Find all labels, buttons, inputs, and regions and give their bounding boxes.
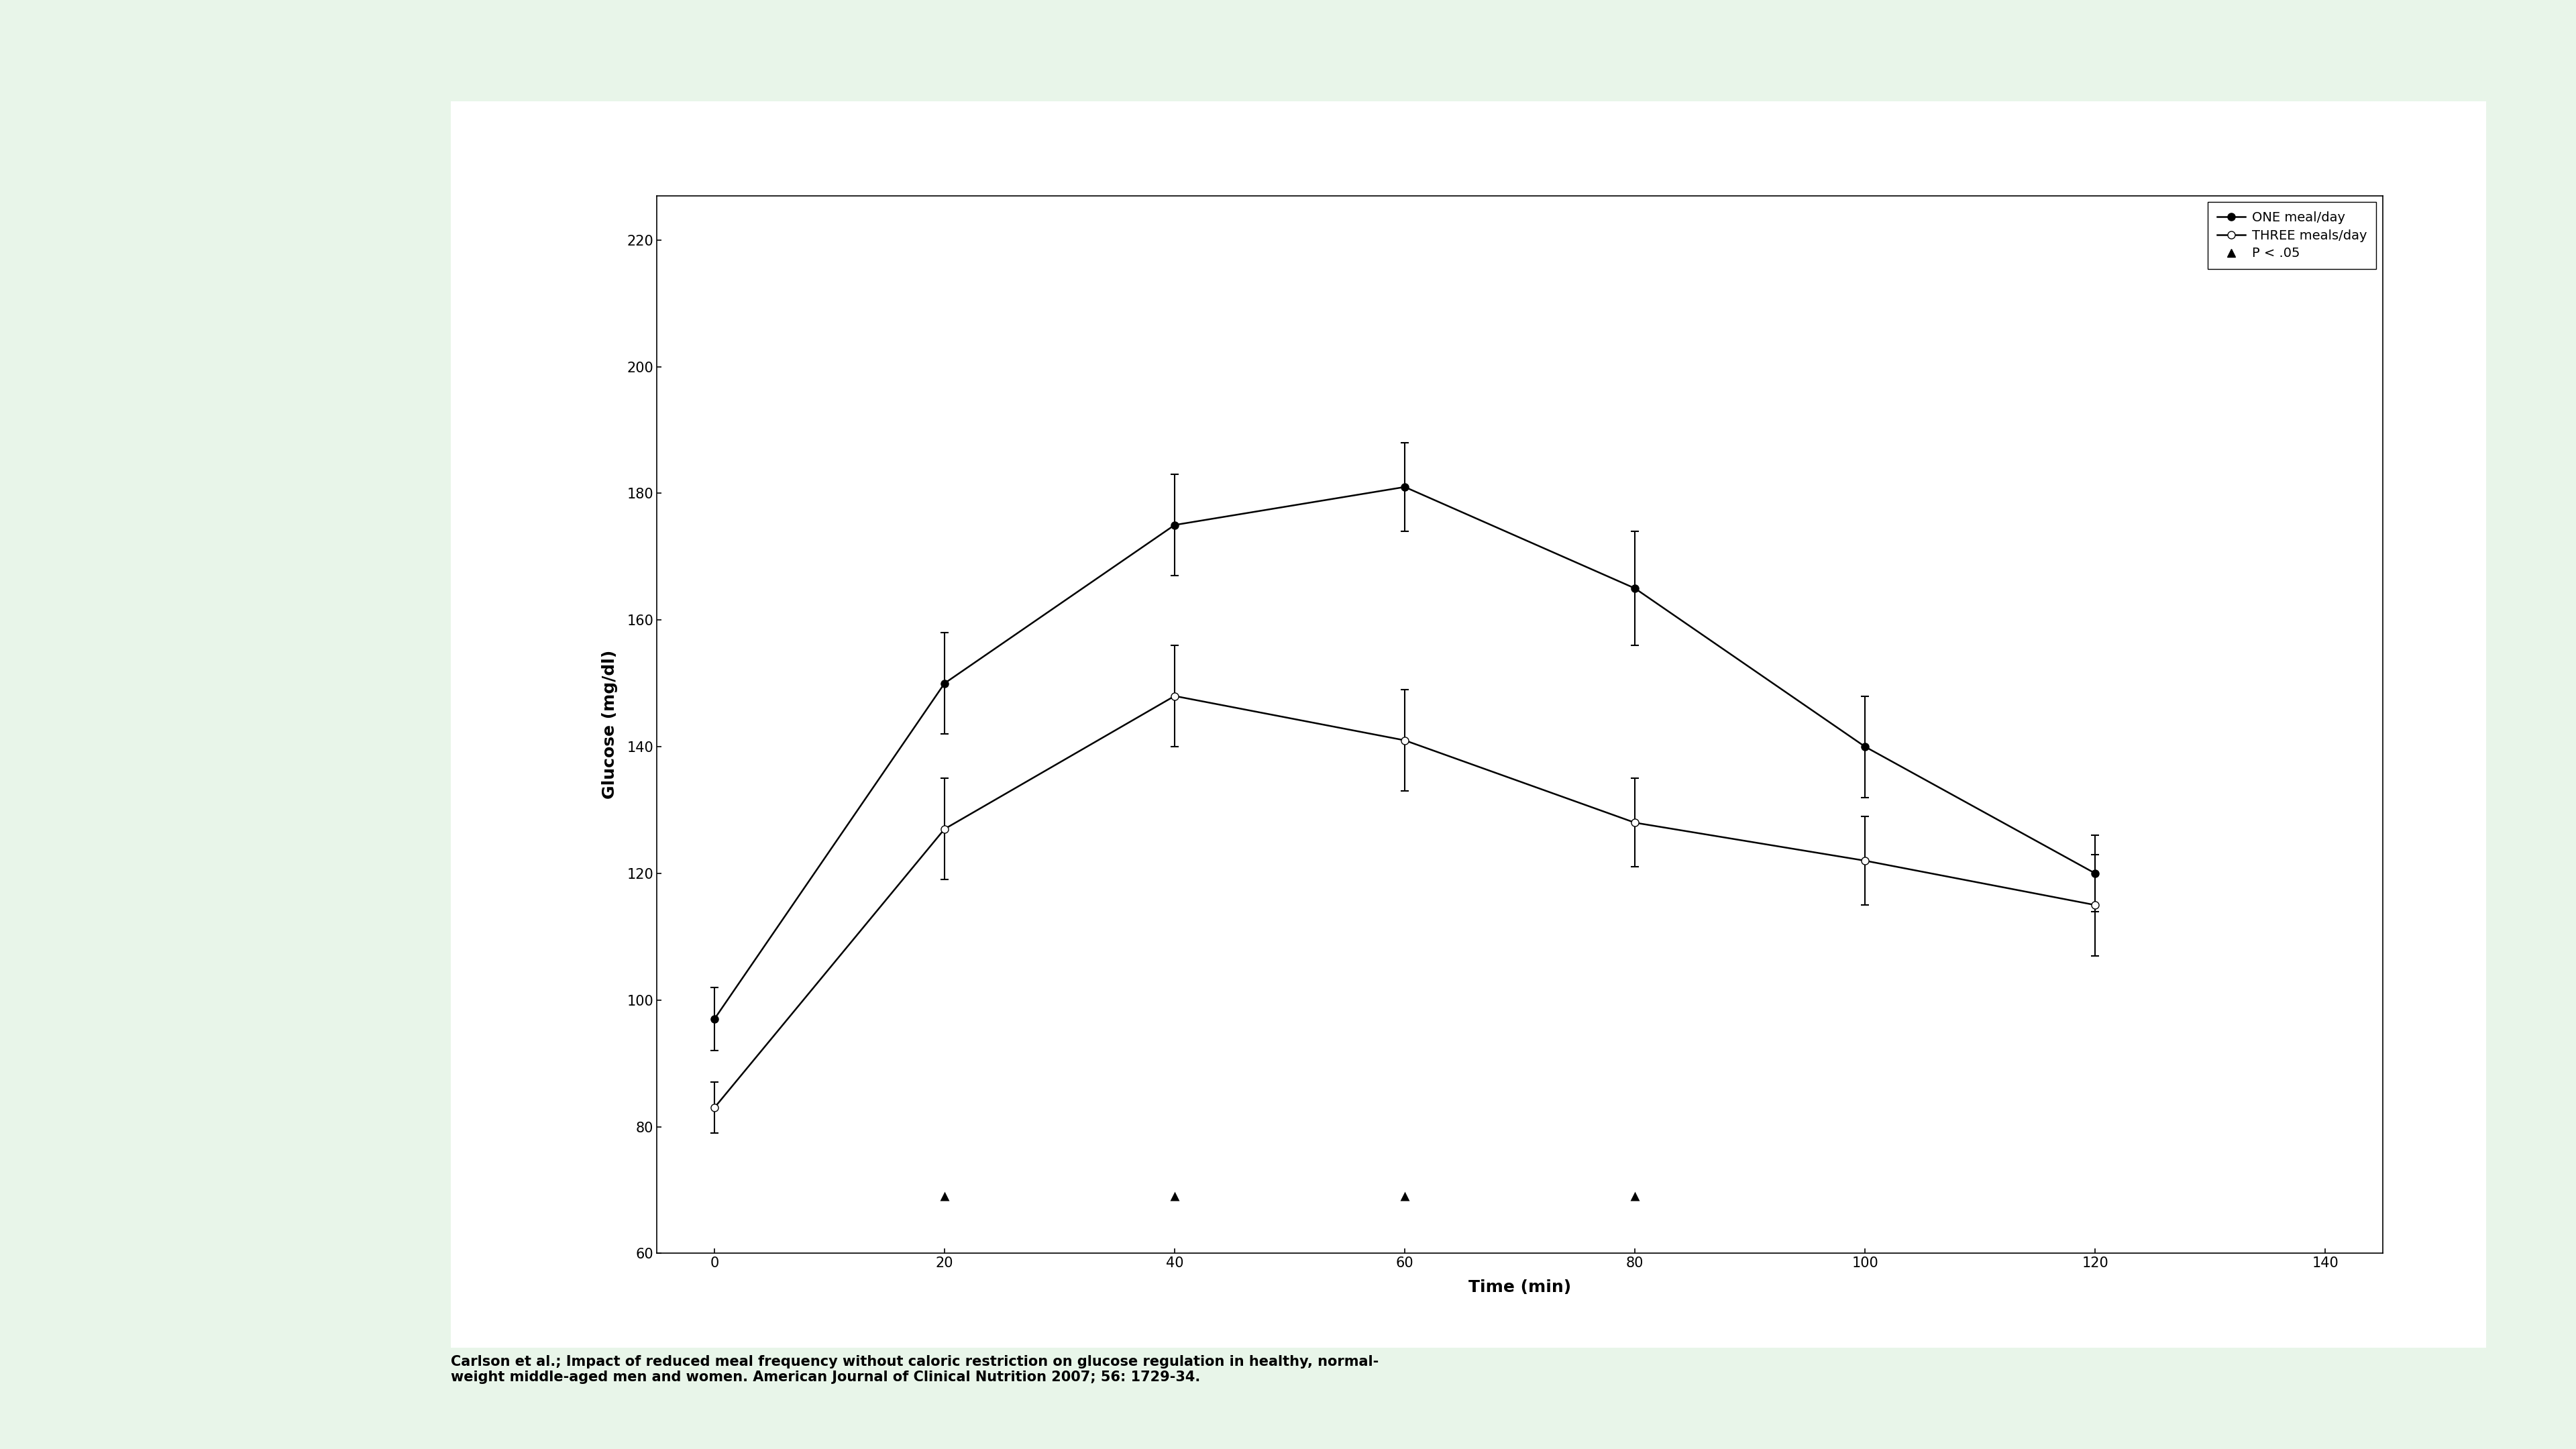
Y-axis label: Glucose (mg/dl): Glucose (mg/dl) (600, 651, 618, 798)
Text: Carlson et al.; Impact of reduced meal frequency without caloric restriction on : Carlson et al.; Impact of reduced meal f… (451, 1355, 1378, 1384)
Point (1383, 1185, 1425, 1208)
X-axis label: Time (min): Time (min) (1468, 1279, 1571, 1295)
Point (925, 1185, 966, 1208)
Point (1154, 1185, 1195, 1208)
Legend: ONE meal/day, THREE meals/day, P < .05: ONE meal/day, THREE meals/day, P < .05 (2208, 203, 2375, 270)
Point (1615, 1185, 1656, 1208)
